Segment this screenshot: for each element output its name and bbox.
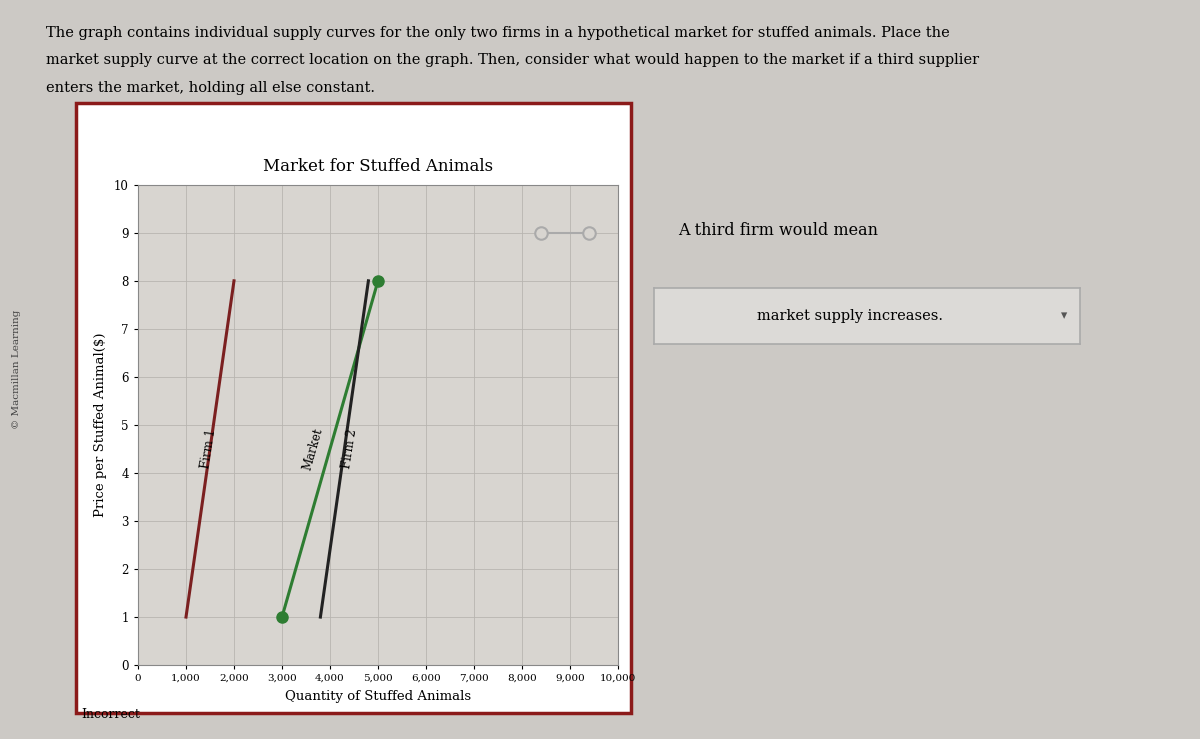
Y-axis label: Price per Stuffed Animal($): Price per Stuffed Animal($): [94, 333, 107, 517]
Text: The graph contains individual supply curves for the only two firms in a hypothet: The graph contains individual supply cur…: [46, 26, 949, 40]
Text: © Macmillan Learning: © Macmillan Learning: [12, 310, 22, 429]
Text: ▾: ▾: [1061, 310, 1067, 322]
Text: market supply curve at the correct location on the graph. Then, consider what wo: market supply curve at the correct locat…: [46, 53, 979, 67]
Title: Market for Stuffed Animals: Market for Stuffed Animals: [263, 158, 493, 175]
Text: Firm 2: Firm 2: [340, 428, 359, 470]
Text: Incorrect: Incorrect: [82, 708, 140, 721]
Text: A third firm would mean: A third firm would mean: [678, 222, 878, 239]
Text: Firm 1: Firm 1: [199, 428, 218, 470]
Text: market supply increases.: market supply increases.: [757, 309, 943, 323]
Text: Market: Market: [301, 426, 325, 471]
X-axis label: Quantity of Stuffed Animals: Quantity of Stuffed Animals: [284, 690, 472, 703]
Text: enters the market, holding all else constant.: enters the market, holding all else cons…: [46, 81, 374, 95]
